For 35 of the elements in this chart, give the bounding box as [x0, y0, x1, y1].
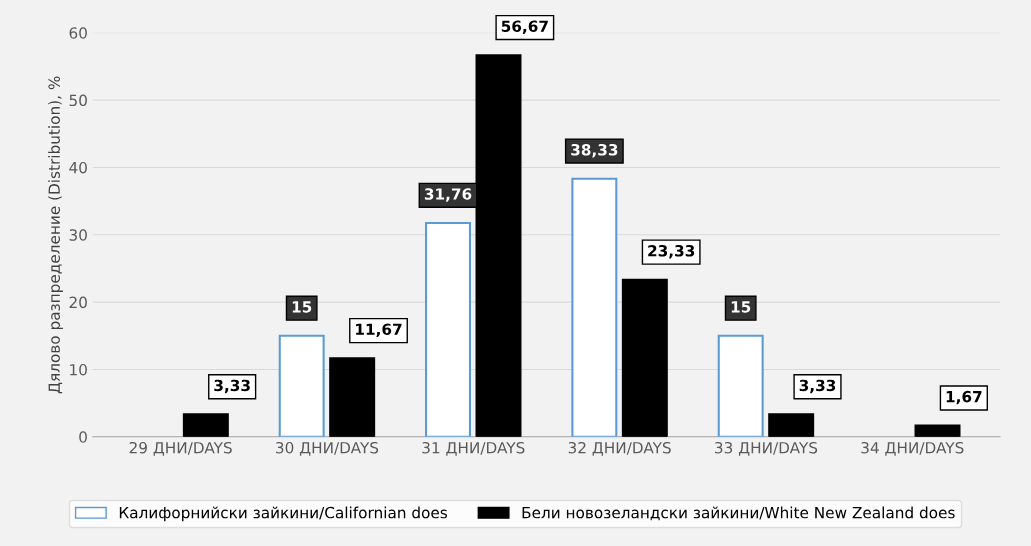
data-label: 3,33 — [799, 379, 836, 394]
bar — [571, 177, 618, 437]
y-tick-label: 30 — [69, 229, 87, 241]
data-label: 15 — [292, 301, 312, 313]
y-tick-label: 0 — [79, 431, 87, 443]
legend-label: Бели новозеландски зайкини/White New Zealand does — [522, 506, 955, 521]
bar — [621, 278, 668, 437]
bar — [717, 334, 764, 437]
bar — [182, 413, 229, 437]
bar — [278, 334, 325, 437]
x-tick-label: 32 ДНИ/DAYS — [568, 441, 671, 456]
bar — [425, 221, 472, 437]
legend-label: Калифорнийски зайкини/Californian does — [119, 506, 448, 522]
bar — [768, 413, 815, 437]
x-tick-label: 29 ДНИ/DAYS — [129, 441, 232, 456]
data-label: 1,67 — [946, 390, 982, 405]
bar — [329, 357, 376, 437]
x-tick-label: 30 ДНИ/DAYS — [276, 441, 379, 456]
y-tick-label: 20 — [69, 296, 87, 309]
bar — [914, 424, 961, 437]
data-label: 31,76 — [424, 188, 472, 202]
y-tick-label: 10 — [70, 363, 87, 376]
y-tick-label: 60 — [69, 27, 87, 39]
y-axis-title: Дялово разпределение (Distribution), % — [48, 76, 63, 394]
data-label: 11,67 — [356, 323, 402, 337]
y-tick-label: 50 — [69, 94, 87, 107]
x-tick-label: 34 ДНИ/DAYS — [861, 441, 964, 456]
data-label: 15 — [731, 301, 751, 313]
x-tick-label: 33 ДНИ/DAYS — [715, 441, 818, 456]
data-label: 23,33 — [648, 244, 695, 259]
data-label: 56,67 — [501, 20, 548, 34]
x-tick-label: 31 ДНИ/DAYS — [422, 441, 525, 456]
y-tick-label: 40 — [69, 161, 87, 174]
data-label: 38,33 — [571, 143, 618, 158]
data-label: 3,33 — [214, 379, 250, 394]
